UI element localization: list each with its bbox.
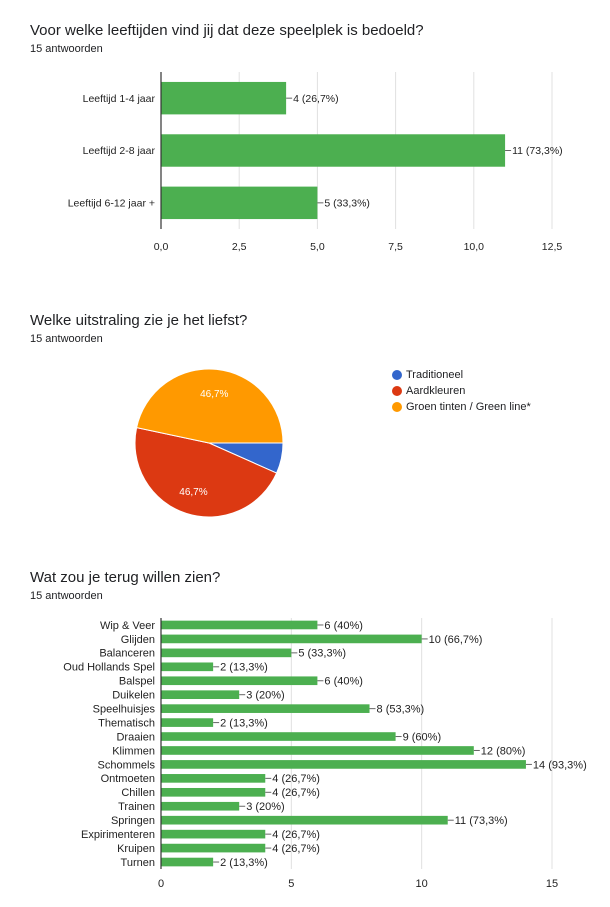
category-label: Balanceren bbox=[99, 648, 155, 660]
data-label: 4 (26,7%) bbox=[272, 829, 320, 841]
category-label: Thematisch bbox=[98, 717, 155, 729]
q1-response-count: 15 antwoorden bbox=[30, 43, 103, 55]
category-label: Balspel bbox=[119, 676, 155, 688]
category-label: Leeftijd 1-4 jaar bbox=[83, 93, 156, 105]
data-label: 4 (26,7%) bbox=[272, 787, 320, 799]
data-label: 3 (20%) bbox=[246, 690, 285, 702]
bar bbox=[161, 774, 266, 783]
data-label: 11 (73,3%) bbox=[455, 815, 508, 827]
bar bbox=[161, 662, 214, 672]
tick-label: 5 bbox=[288, 878, 294, 890]
bar bbox=[161, 676, 318, 686]
tick-label: 10,0 bbox=[464, 241, 485, 253]
category-label: Kruipen bbox=[117, 843, 155, 855]
category-label: Speelhuisjes bbox=[93, 703, 156, 715]
data-label: 9 (60%) bbox=[403, 731, 442, 743]
data-label: 6 (40%) bbox=[324, 620, 363, 632]
category-label: Expirimenteren bbox=[81, 829, 155, 841]
bar bbox=[161, 634, 422, 644]
legend-label: Traditioneel bbox=[406, 369, 464, 381]
legend-label: Groen tinten / Green line* bbox=[406, 401, 531, 413]
data-label: 8 (53,3%) bbox=[377, 703, 425, 715]
bar bbox=[161, 648, 292, 658]
category-label: Klimmen bbox=[112, 745, 155, 757]
legend-dot-red bbox=[392, 386, 402, 396]
category-label: Leeftijd 6-12 jaar + bbox=[68, 198, 155, 210]
bar bbox=[161, 81, 287, 115]
tick-label: 15 bbox=[546, 878, 558, 890]
slice-label: 46,7% bbox=[179, 487, 207, 498]
bar bbox=[161, 718, 214, 727]
category-label: Trainen bbox=[118, 801, 155, 813]
tick-label: 0,0 bbox=[154, 241, 169, 253]
data-label: 5 (33,3%) bbox=[324, 198, 370, 210]
bar bbox=[161, 746, 474, 755]
data-label: 3 (20%) bbox=[246, 801, 285, 813]
data-label: 2 (13,3%) bbox=[220, 717, 268, 729]
data-label: 10 (66,7%) bbox=[429, 634, 483, 646]
tick-label: 5,0 bbox=[310, 241, 325, 253]
data-label: 6 (40%) bbox=[324, 676, 363, 688]
bar bbox=[161, 704, 370, 713]
q2-response-count: 15 antwoorden bbox=[30, 333, 103, 345]
category-label: Turnen bbox=[121, 857, 155, 869]
data-label: 2 (13,3%) bbox=[220, 857, 268, 869]
category-label: Glijden bbox=[121, 634, 155, 646]
bar bbox=[161, 690, 240, 700]
age-bar-chart: 0,0 2,5 5,0 7,5 10,0 12,5 Leeftijd 1-4 jaar 4 (… bbox=[68, 72, 563, 253]
bar bbox=[161, 620, 318, 630]
tick-label: 10 bbox=[416, 878, 428, 890]
bar bbox=[161, 801, 240, 811]
bar bbox=[161, 186, 318, 220]
data-label: 11 (73,3%) bbox=[512, 145, 563, 157]
legend-label: Aardkleuren bbox=[406, 385, 466, 397]
data-label: 2 (13,3%) bbox=[220, 662, 268, 674]
bar bbox=[161, 787, 266, 797]
slice-label: 46,7% bbox=[200, 389, 228, 400]
category-label: Ontmoeten bbox=[101, 773, 155, 785]
bar bbox=[161, 857, 214, 867]
bar bbox=[161, 815, 448, 825]
q3-title: Wat zou je terug willen zien? bbox=[30, 569, 221, 586]
legend-dot-blue bbox=[392, 370, 402, 380]
bar bbox=[161, 829, 266, 839]
data-label: 12 (80%) bbox=[481, 745, 526, 757]
pie-legend: Traditioneel Aardkleuren Groen tinten / … bbox=[392, 367, 531, 415]
category-label: Leeftijd 2-8 jaar bbox=[83, 145, 156, 157]
q3-response-count: 15 antwoorden bbox=[30, 590, 103, 602]
category-label: Schommels bbox=[98, 759, 156, 771]
legend-item-traditioneel: Traditioneel bbox=[392, 367, 531, 383]
category-label: Wip & Veer bbox=[100, 620, 155, 632]
pie-slice bbox=[134, 427, 278, 518]
data-label: 4 (26,7%) bbox=[272, 773, 320, 785]
data-label: 4 (26,7%) bbox=[272, 843, 320, 855]
q2-title: Welke uitstraling zie je het liefst? bbox=[30, 312, 248, 329]
bar bbox=[161, 732, 396, 741]
legend-dot-orange bbox=[392, 402, 402, 412]
tick-label: 2,5 bbox=[232, 241, 247, 253]
tick-label: 0 bbox=[158, 878, 164, 890]
tick-label: 12,5 bbox=[542, 241, 563, 253]
category-label: Chillen bbox=[121, 787, 155, 799]
tick-label: 7,5 bbox=[388, 241, 403, 253]
data-label: 5 (33,3%) bbox=[298, 648, 346, 660]
bar bbox=[161, 843, 266, 853]
category-label: Oud Hollands Spel bbox=[63, 662, 155, 674]
q1-title: Voor welke leeftijden vind jij dat deze … bbox=[30, 22, 424, 39]
category-label: Duikelen bbox=[112, 690, 155, 702]
category-label: Draaien bbox=[116, 731, 155, 743]
data-label: 14 (93,3%) bbox=[533, 759, 587, 771]
bar bbox=[161, 760, 526, 769]
style-pie-chart: 46,7% 46,7% bbox=[134, 368, 284, 518]
category-label: Springen bbox=[111, 815, 155, 827]
legend-item-aardkleuren: Aardkleuren bbox=[392, 383, 531, 399]
data-label: 4 (26,7%) bbox=[293, 93, 339, 105]
bar bbox=[161, 134, 506, 167]
legend-item-groen: Groen tinten / Green line* bbox=[392, 399, 531, 415]
pie-slice bbox=[136, 368, 284, 444]
